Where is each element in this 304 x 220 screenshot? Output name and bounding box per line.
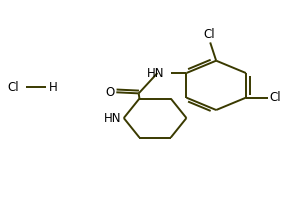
Text: Cl: Cl xyxy=(269,91,281,104)
Text: O: O xyxy=(105,86,115,99)
Text: Cl: Cl xyxy=(8,81,19,94)
Text: HN: HN xyxy=(104,112,121,125)
Text: Cl: Cl xyxy=(203,28,215,41)
Text: HN: HN xyxy=(147,66,164,79)
Text: H: H xyxy=(49,81,58,94)
